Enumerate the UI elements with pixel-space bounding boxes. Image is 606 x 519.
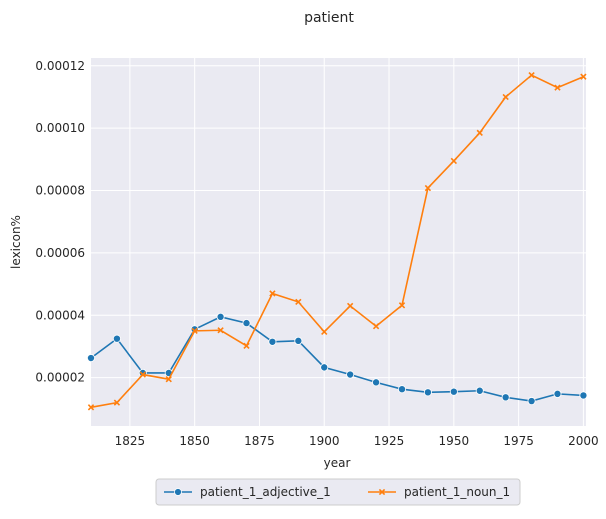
y-tick-label: 0.00004	[35, 308, 85, 322]
data-point	[217, 327, 224, 334]
x-tick-label: 1925	[374, 434, 405, 448]
data-point	[242, 319, 251, 328]
x-tick-label: 2000	[568, 434, 599, 448]
y-tick-label: 0.00010	[35, 121, 85, 135]
data-point	[372, 323, 380, 330]
data-point-stroke	[139, 371, 146, 378]
data-point	[269, 290, 276, 297]
legend-item-noun: patient_1_noun_1	[368, 485, 510, 499]
x-tick-label: 1950	[439, 434, 470, 448]
chart-title: patient	[304, 10, 354, 26]
legend-box	[155, 478, 521, 506]
data-point	[243, 342, 250, 350]
data-point	[553, 389, 562, 398]
data-point	[580, 73, 587, 80]
data-point	[346, 302, 354, 310]
data-point	[87, 404, 95, 411]
data-point	[397, 385, 406, 394]
data-point	[450, 157, 457, 165]
data-point	[294, 336, 303, 345]
data-point-stroke	[191, 327, 198, 335]
x-tick-label: 1850	[179, 434, 210, 448]
data-point-stroke	[476, 129, 483, 137]
data-point-stroke	[528, 71, 535, 79]
data-point	[372, 378, 381, 387]
x-tick-label: 1825	[115, 434, 146, 448]
data-point-stroke	[217, 327, 224, 334]
legend-item-adjective: patient_1_adjective_1	[164, 485, 331, 499]
data-point	[449, 387, 458, 396]
data-point	[191, 327, 198, 335]
data-point-stroke	[321, 328, 328, 335]
data-point	[423, 388, 432, 397]
data-point-stroke	[113, 399, 121, 406]
data-point	[113, 399, 121, 406]
y-tick-label: 0.00006	[35, 246, 85, 260]
data-point-stroke	[243, 342, 250, 350]
data-point	[398, 302, 406, 309]
data-point	[527, 397, 536, 406]
data-point	[295, 298, 302, 306]
data-point-stroke	[295, 298, 302, 306]
data-point-stroke	[580, 73, 587, 80]
legend: patient_1_adjective_1 patient_1_noun_1	[155, 478, 521, 506]
data-point-stroke	[165, 376, 172, 383]
series-layer	[87, 71, 588, 411]
data-point	[528, 71, 535, 79]
data-point	[268, 337, 277, 346]
data-point	[501, 393, 510, 402]
data-point	[320, 363, 329, 372]
legend-marker-stroke	[378, 488, 386, 496]
data-point-stroke	[269, 290, 276, 297]
data-point	[139, 371, 146, 378]
data-point	[321, 328, 328, 335]
data-point-stroke	[398, 302, 406, 309]
legend-marker-noun	[378, 488, 386, 496]
data-point	[424, 184, 432, 192]
legend-label-noun: patient_1_noun_1	[404, 485, 510, 499]
series-line-1	[90, 74, 584, 409]
x-tick-label: 1975	[503, 434, 534, 448]
legend-label-adjective: patient_1_adjective_1	[200, 485, 331, 499]
data-point-stroke	[372, 323, 380, 330]
data-point	[476, 129, 483, 137]
y-axis-label: lexicon%	[9, 215, 23, 269]
x-tick-label: 1875	[244, 434, 275, 448]
data-point	[475, 386, 484, 395]
x-tick-label: 1900	[309, 434, 340, 448]
axis-ticks: 1825 1850 1875 1900 1925 1950 1975 2000 0.00002 0…	[35, 59, 598, 448]
data-point	[579, 391, 588, 400]
y-tick-label: 0.00002	[35, 371, 85, 385]
grid-lines	[91, 58, 586, 426]
data-point	[502, 93, 509, 101]
data-point	[87, 354, 96, 363]
y-tick-label: 0.00008	[35, 184, 85, 198]
data-point-stroke	[424, 184, 432, 192]
x-axis-label: year	[324, 456, 351, 470]
data-point	[216, 312, 225, 321]
data-point	[112, 334, 121, 343]
legend-marker-adjective	[174, 488, 182, 496]
data-point-stroke	[87, 404, 95, 411]
data-point	[554, 84, 561, 91]
data-point-stroke	[346, 302, 354, 310]
data-point-stroke	[554, 84, 561, 91]
data-point	[165, 376, 172, 383]
series-line-0	[90, 316, 584, 402]
data-point-stroke	[450, 157, 457, 165]
y-tick-label: 0.00012	[35, 59, 85, 73]
data-point	[346, 370, 355, 379]
data-point-stroke	[502, 93, 509, 101]
